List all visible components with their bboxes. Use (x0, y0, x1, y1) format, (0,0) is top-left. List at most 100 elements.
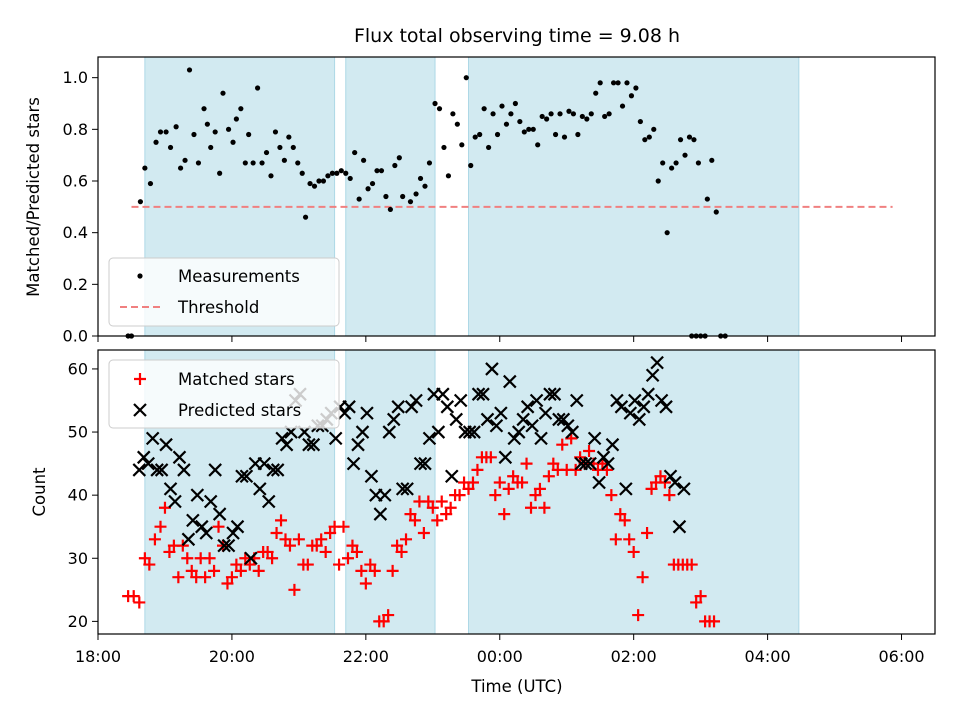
legend-threshold-label: Threshold (177, 298, 259, 317)
measurement-point-11 (182, 157, 188, 163)
matched-star-point-18 (208, 564, 221, 577)
predicted-star-point-60 (400, 482, 414, 496)
measurement-point-26 (246, 131, 252, 138)
predicted-star-point-113 (636, 400, 651, 414)
measurement-point-5 (153, 139, 159, 145)
predicted-star-point-56 (382, 425, 397, 439)
predicted-star-point-48 (346, 456, 361, 471)
matched-star-point-107 (605, 489, 618, 502)
matched-star-point-10 (172, 571, 185, 584)
matched-star-point-13 (185, 564, 198, 577)
measurement-point-127 (704, 196, 710, 202)
measurement-point-25 (242, 160, 248, 166)
matched-star-point-111 (623, 533, 636, 546)
matched-star-point-110 (618, 514, 631, 527)
measurement-point-105 (602, 113, 608, 120)
matched-star-point-56 (377, 615, 390, 628)
predicted-star-point-8 (168, 494, 182, 509)
bottom-xtick-label-4: 02:00 (611, 647, 657, 666)
matched-star-point-63 (408, 514, 421, 527)
predicted-star-point-77 (476, 387, 490, 401)
predicted-star-point-46 (337, 406, 352, 420)
measurement-point-21 (225, 126, 232, 132)
measurement-point-123 (682, 152, 688, 158)
predicted-star-point-54 (373, 507, 388, 521)
matched-star-point-1 (127, 590, 140, 603)
matched-star-point-28 (252, 564, 265, 577)
measurement-point-86 (517, 118, 523, 125)
measurement-point-74 (463, 75, 469, 81)
matched-star-point-50 (350, 545, 363, 558)
predicted-star-point-38 (302, 437, 316, 452)
predicted-star-point-31 (270, 463, 285, 477)
matched-star-point-115 (641, 527, 654, 540)
matched-star-point-116 (645, 482, 658, 495)
measurement-point-57 (383, 193, 389, 200)
top-legend-box (108, 257, 340, 327)
matched-star-point-5 (148, 533, 161, 546)
matched-star-point-96 (556, 438, 569, 451)
predicted-star-point-79 (485, 362, 499, 376)
bottom-x-ticks: 18:00 20:00 22:00 00:00 02:00 04:00 06:00 (75, 634, 925, 666)
predicted-star-point-95 (556, 412, 571, 427)
matched-star-point-30 (261, 545, 274, 558)
measurement-point-22 (230, 139, 236, 145)
measurement-point-88 (526, 126, 532, 132)
predicted-star-point-72 (453, 393, 468, 408)
measurement-point-47 (338, 168, 344, 174)
measurement-point-33 (277, 144, 283, 151)
matched-star-point-73 (453, 489, 466, 502)
matched-star-point-92 (538, 501, 551, 514)
measurement-point-39 (302, 214, 309, 220)
measurement-point-117 (655, 178, 661, 184)
predicted-star-point-89 (529, 393, 544, 408)
predicted-star-point-105 (601, 456, 615, 471)
matched-star-point-43 (319, 545, 332, 558)
measurement-point-54 (369, 180, 376, 187)
measurement-point-44 (325, 173, 331, 179)
measurement-point-69 (441, 144, 447, 151)
predicted-star-point-51 (360, 406, 374, 420)
predicted-star-point-33 (279, 437, 294, 452)
matched-star-point-42 (315, 533, 328, 546)
measurement-point-84 (508, 111, 514, 117)
predicted-star-point-17 (208, 463, 222, 477)
predicted-star-point-27 (253, 482, 267, 496)
predicted-star-point-116 (650, 355, 664, 370)
measurement-point-46 (334, 170, 340, 176)
measurement-point-75 (468, 162, 474, 169)
measurement-point-87 (521, 129, 527, 135)
matched-star-point-22 (225, 571, 238, 584)
measurement-point-3 (142, 165, 148, 171)
measurement-point-113 (637, 118, 643, 125)
measurement-point-91 (539, 113, 545, 120)
matched-star-point-90 (529, 489, 542, 502)
measurement-point-89 (530, 126, 536, 132)
matched-star-point-3 (138, 552, 151, 565)
top-ytick-label-1: 0.2 (63, 275, 88, 294)
measurement-point-125 (691, 137, 697, 143)
predicted-star-point-62 (409, 393, 423, 408)
bottom-panel: 20 30 40 50 60 18:00 20:00 22:00 00:00 02:00 04:0… (30, 349, 936, 696)
measurement-point-18 (212, 129, 218, 135)
measurement-point-61 (400, 193, 406, 200)
legend-predicted-marker (133, 403, 147, 417)
measurement-point-52 (361, 157, 367, 163)
predicted-star-point-101 (583, 456, 597, 471)
matched-star-point-2 (133, 596, 146, 609)
top-ytick-label-4: 0.8 (63, 120, 88, 139)
predicted-star-point-44 (328, 431, 343, 446)
matched-star-point-16 (199, 571, 212, 584)
measurement-point-104 (597, 80, 603, 86)
matched-star-point-37 (292, 533, 305, 546)
measurement-point-81 (494, 131, 501, 138)
predicted-star-point-76 (471, 387, 486, 401)
matched-star-point-71 (444, 501, 457, 514)
predicted-star-point-80 (489, 418, 504, 433)
predicted-star-point-103 (592, 475, 606, 490)
measurement-point-90 (535, 142, 541, 148)
matched-star-point-24 (234, 564, 247, 577)
matched-star-point-127 (694, 590, 707, 603)
measurement-point-106 (606, 111, 612, 117)
